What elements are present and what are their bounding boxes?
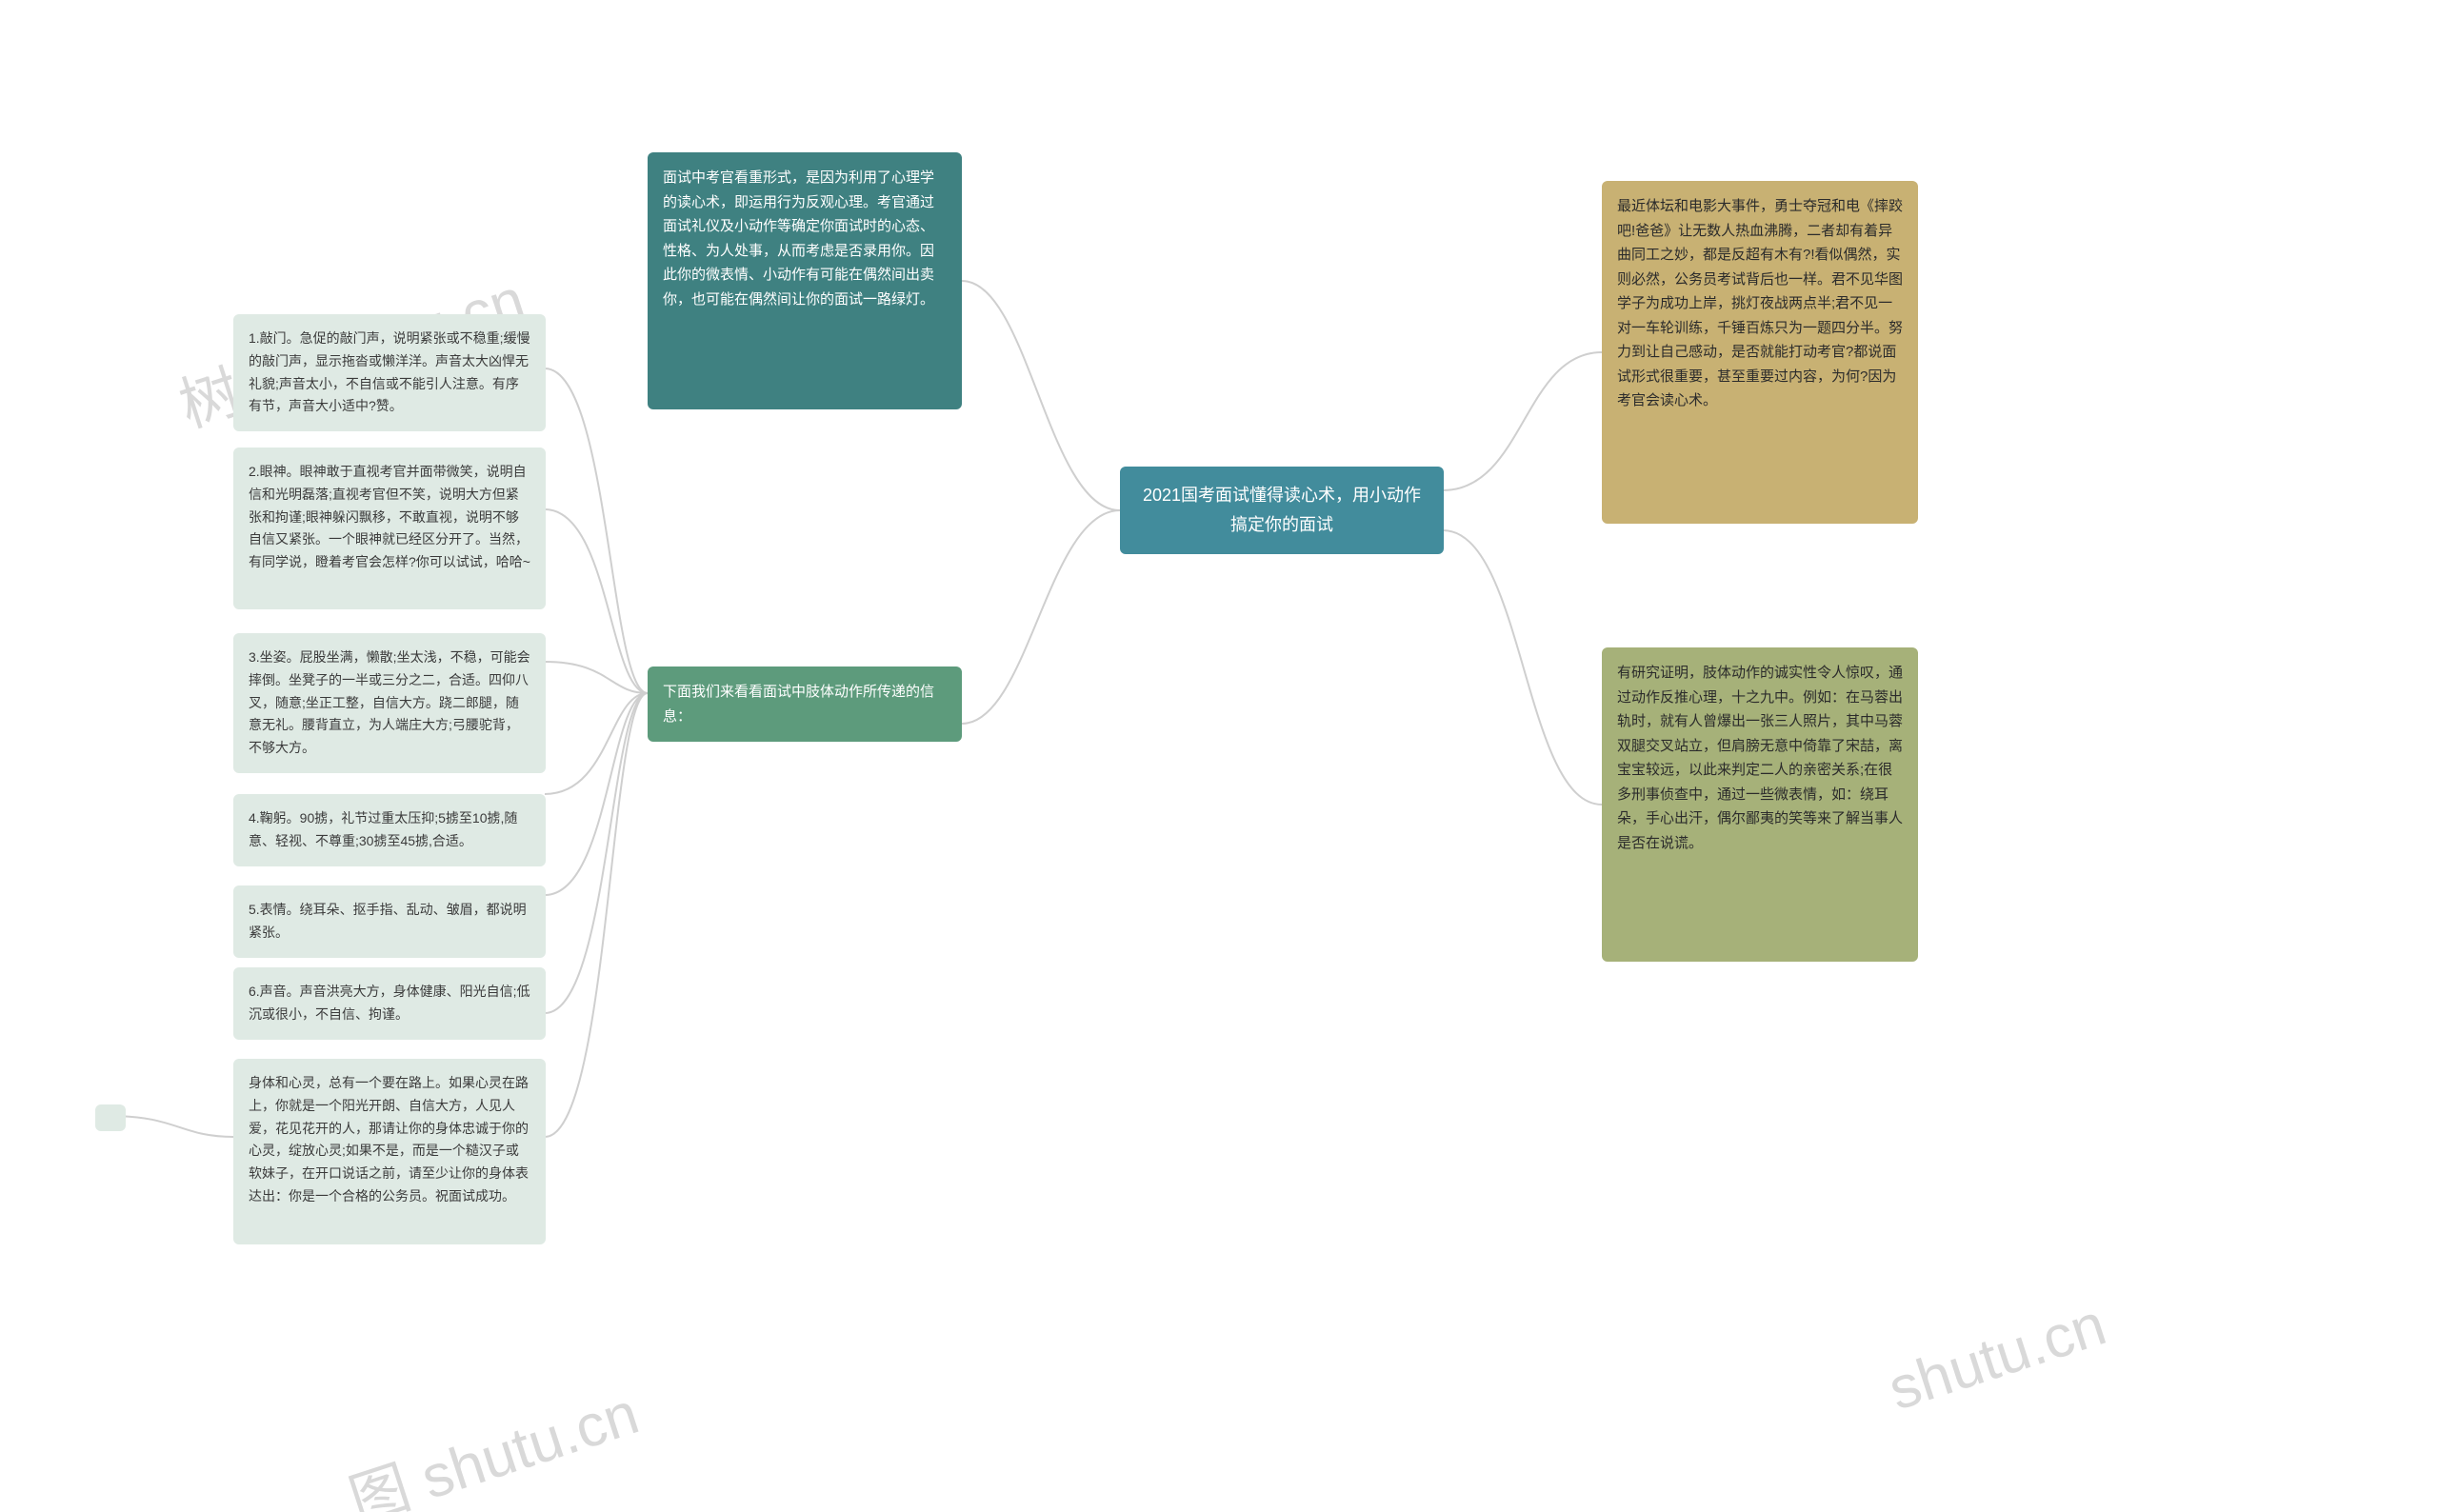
- item1-text: 1.敲门。急促的敲门声，说明紧张或不稳重;缓慢的敲门声，显示拖沓或懒洋洋。声音太…: [249, 330, 530, 413]
- intro-node[interactable]: 面试中考官看重形式，是因为利用了心理学的读心术，即运用行为反观心理。考官通过面试…: [648, 152, 962, 409]
- detail-node-7[interactable]: 身体和心灵，总有一个要在路上。如果心灵在路上，你就是一个阳光开朗、自信大方，人见…: [233, 1059, 546, 1244]
- right1-text: 最近体坛和电影大事件，勇士夺冠和电《摔跤吧!爸爸》让无数人热血沸腾，二者却有着异…: [1617, 198, 1903, 408]
- right-node-1[interactable]: 最近体坛和电影大事件，勇士夺冠和电《摔跤吧!爸爸》让无数人热血沸腾，二者却有着异…: [1602, 181, 1918, 524]
- detail-node-6[interactable]: 6.声音。声音洪亮大方，身体健康、阳光自信;低沉或很小，不自信、拘谨。: [233, 967, 546, 1040]
- detail-node-3[interactable]: 3.坐姿。屁股坐满，懒散;坐太浅，不稳，可能会摔倒。坐凳子的一半或三分之二，合适…: [233, 633, 546, 773]
- item6-text: 6.声音。声音洪亮大方，身体健康、阳光自信;低沉或很小，不自信、拘谨。: [249, 984, 530, 1022]
- detail-node-2[interactable]: 2.眼神。眼神敢于直视考官并面带微笑，说明自信和光明磊落;直视考官但不笑，说明大…: [233, 448, 546, 609]
- item4-text: 4.鞠躬。90掳，礼节过重太压抑;5掳至10掳,随意、轻视、不尊重;30掳至45…: [249, 810, 517, 848]
- watermark: shutu.cn: [1881, 1291, 2114, 1424]
- info-header-node[interactable]: 下面我们来看看面试中肢体动作所传递的信息：: [648, 666, 962, 742]
- item3-text: 3.坐姿。屁股坐满，懒散;坐太浅，不稳，可能会摔倒。坐凳子的一半或三分之二，合适…: [249, 649, 530, 755]
- detail-node-1[interactable]: 1.敲门。急促的敲门声，说明紧张或不稳重;缓慢的敲门声，显示拖沓或懒洋洋。声音太…: [233, 314, 546, 431]
- root-text: 2021国考面试懂得读心术，用小动作搞定你的面试: [1135, 481, 1429, 539]
- right-node-2[interactable]: 有研究证明，肢体动作的诚实性令人惊叹，通过动作反推心理，十之九中。例如：在马蓉出…: [1602, 647, 1918, 962]
- detail-node-5[interactable]: 5.表情。绕耳朵、抠手指、乱动、皱眉，都说明紧张。: [233, 885, 546, 958]
- item2-text: 2.眼神。眼神敢于直视考官并面带微笑，说明自信和光明磊落;直视考官但不笑，说明大…: [249, 464, 530, 569]
- item5-text: 5.表情。绕耳朵、抠手指、乱动、皱眉，都说明紧张。: [249, 902, 527, 940]
- intro-text: 面试中考官看重形式，是因为利用了心理学的读心术，即运用行为反观心理。考官通过面试…: [663, 169, 934, 308]
- root-node[interactable]: 2021国考面试懂得读心术，用小动作搞定你的面试: [1120, 467, 1444, 554]
- watermark: 图 shutu.cn: [337, 1365, 648, 1512]
- item7-text: 身体和心灵，总有一个要在路上。如果心灵在路上，你就是一个阳光开朗、自信大方，人见…: [249, 1075, 529, 1204]
- right2-text: 有研究证明，肢体动作的诚实性令人惊叹，通过动作反推心理，十之九中。例如：在马蓉出…: [1617, 665, 1903, 851]
- info-header-text: 下面我们来看看面试中肢体动作所传递的信息：: [663, 684, 934, 725]
- detail-node-7-stub: [95, 1104, 126, 1131]
- detail-node-4[interactable]: 4.鞠躬。90掳，礼节过重太压抑;5掳至10掳,随意、轻视、不尊重;30掳至45…: [233, 794, 546, 866]
